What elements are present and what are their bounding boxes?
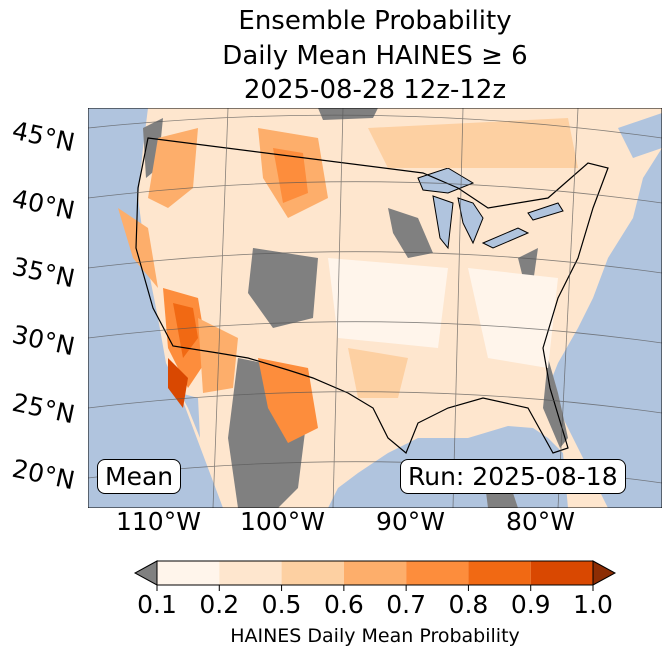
title-line-3: 2025-08-28 12z-12z [243, 75, 507, 105]
colorbar-tick-label: 0.5 [261, 590, 302, 619]
colorbar-tick-label: 1.0 [573, 590, 613, 619]
us-border [135, 137, 609, 454]
lat-label-35: 35°N [9, 251, 78, 294]
graticule [88, 108, 662, 508]
lon-label-110: 110°W [116, 507, 201, 536]
colorbar-tick-label: 0.7 [386, 590, 427, 619]
colorbar-bin [530, 561, 593, 585]
lon-label-100: 100°W [240, 507, 325, 536]
colorbar-tick-label: 0.6 [323, 590, 364, 619]
lon-label-80: 80°W [506, 507, 576, 536]
lat-label-20: 20°N [9, 453, 78, 496]
colorbar-tick-label: 0.9 [510, 590, 551, 619]
lon-label-90: 90°W [376, 507, 446, 536]
colorbar-bin [281, 561, 344, 585]
colorbar-bin [343, 561, 407, 585]
colorbar-bin [468, 561, 531, 585]
lat-label-25: 25°N [9, 387, 78, 430]
lat-label-40: 40°N [9, 183, 78, 226]
colorbar-tick-label: 0.8 [448, 590, 489, 619]
run-label: Run: 2025-08-18 [400, 459, 626, 494]
colorbar [133, 560, 617, 591]
colorbar-bin [406, 561, 469, 585]
colorbar-under-arrow [133, 560, 158, 586]
colorbar-over-arrow [592, 560, 617, 586]
lat-label-30: 30°N [9, 319, 78, 362]
colorbar-label: HAINES Daily Mean Probability [230, 625, 520, 647]
title-line-1: Ensemble Probability [238, 6, 512, 36]
colorbar-tick-label: 0.1 [137, 590, 177, 619]
title-line-2: Daily Mean HAINES ≥ 6 [222, 41, 528, 71]
map [88, 108, 662, 508]
mean-label: Mean [97, 459, 182, 494]
colorbar-bin [219, 561, 282, 585]
lat-label-45: 45°N [9, 115, 78, 158]
colorbar-tick-label: 0.2 [199, 590, 240, 619]
colorbar-bin [157, 561, 220, 585]
great-lakes [417, 167, 564, 250]
high-probability-regions [118, 118, 578, 443]
